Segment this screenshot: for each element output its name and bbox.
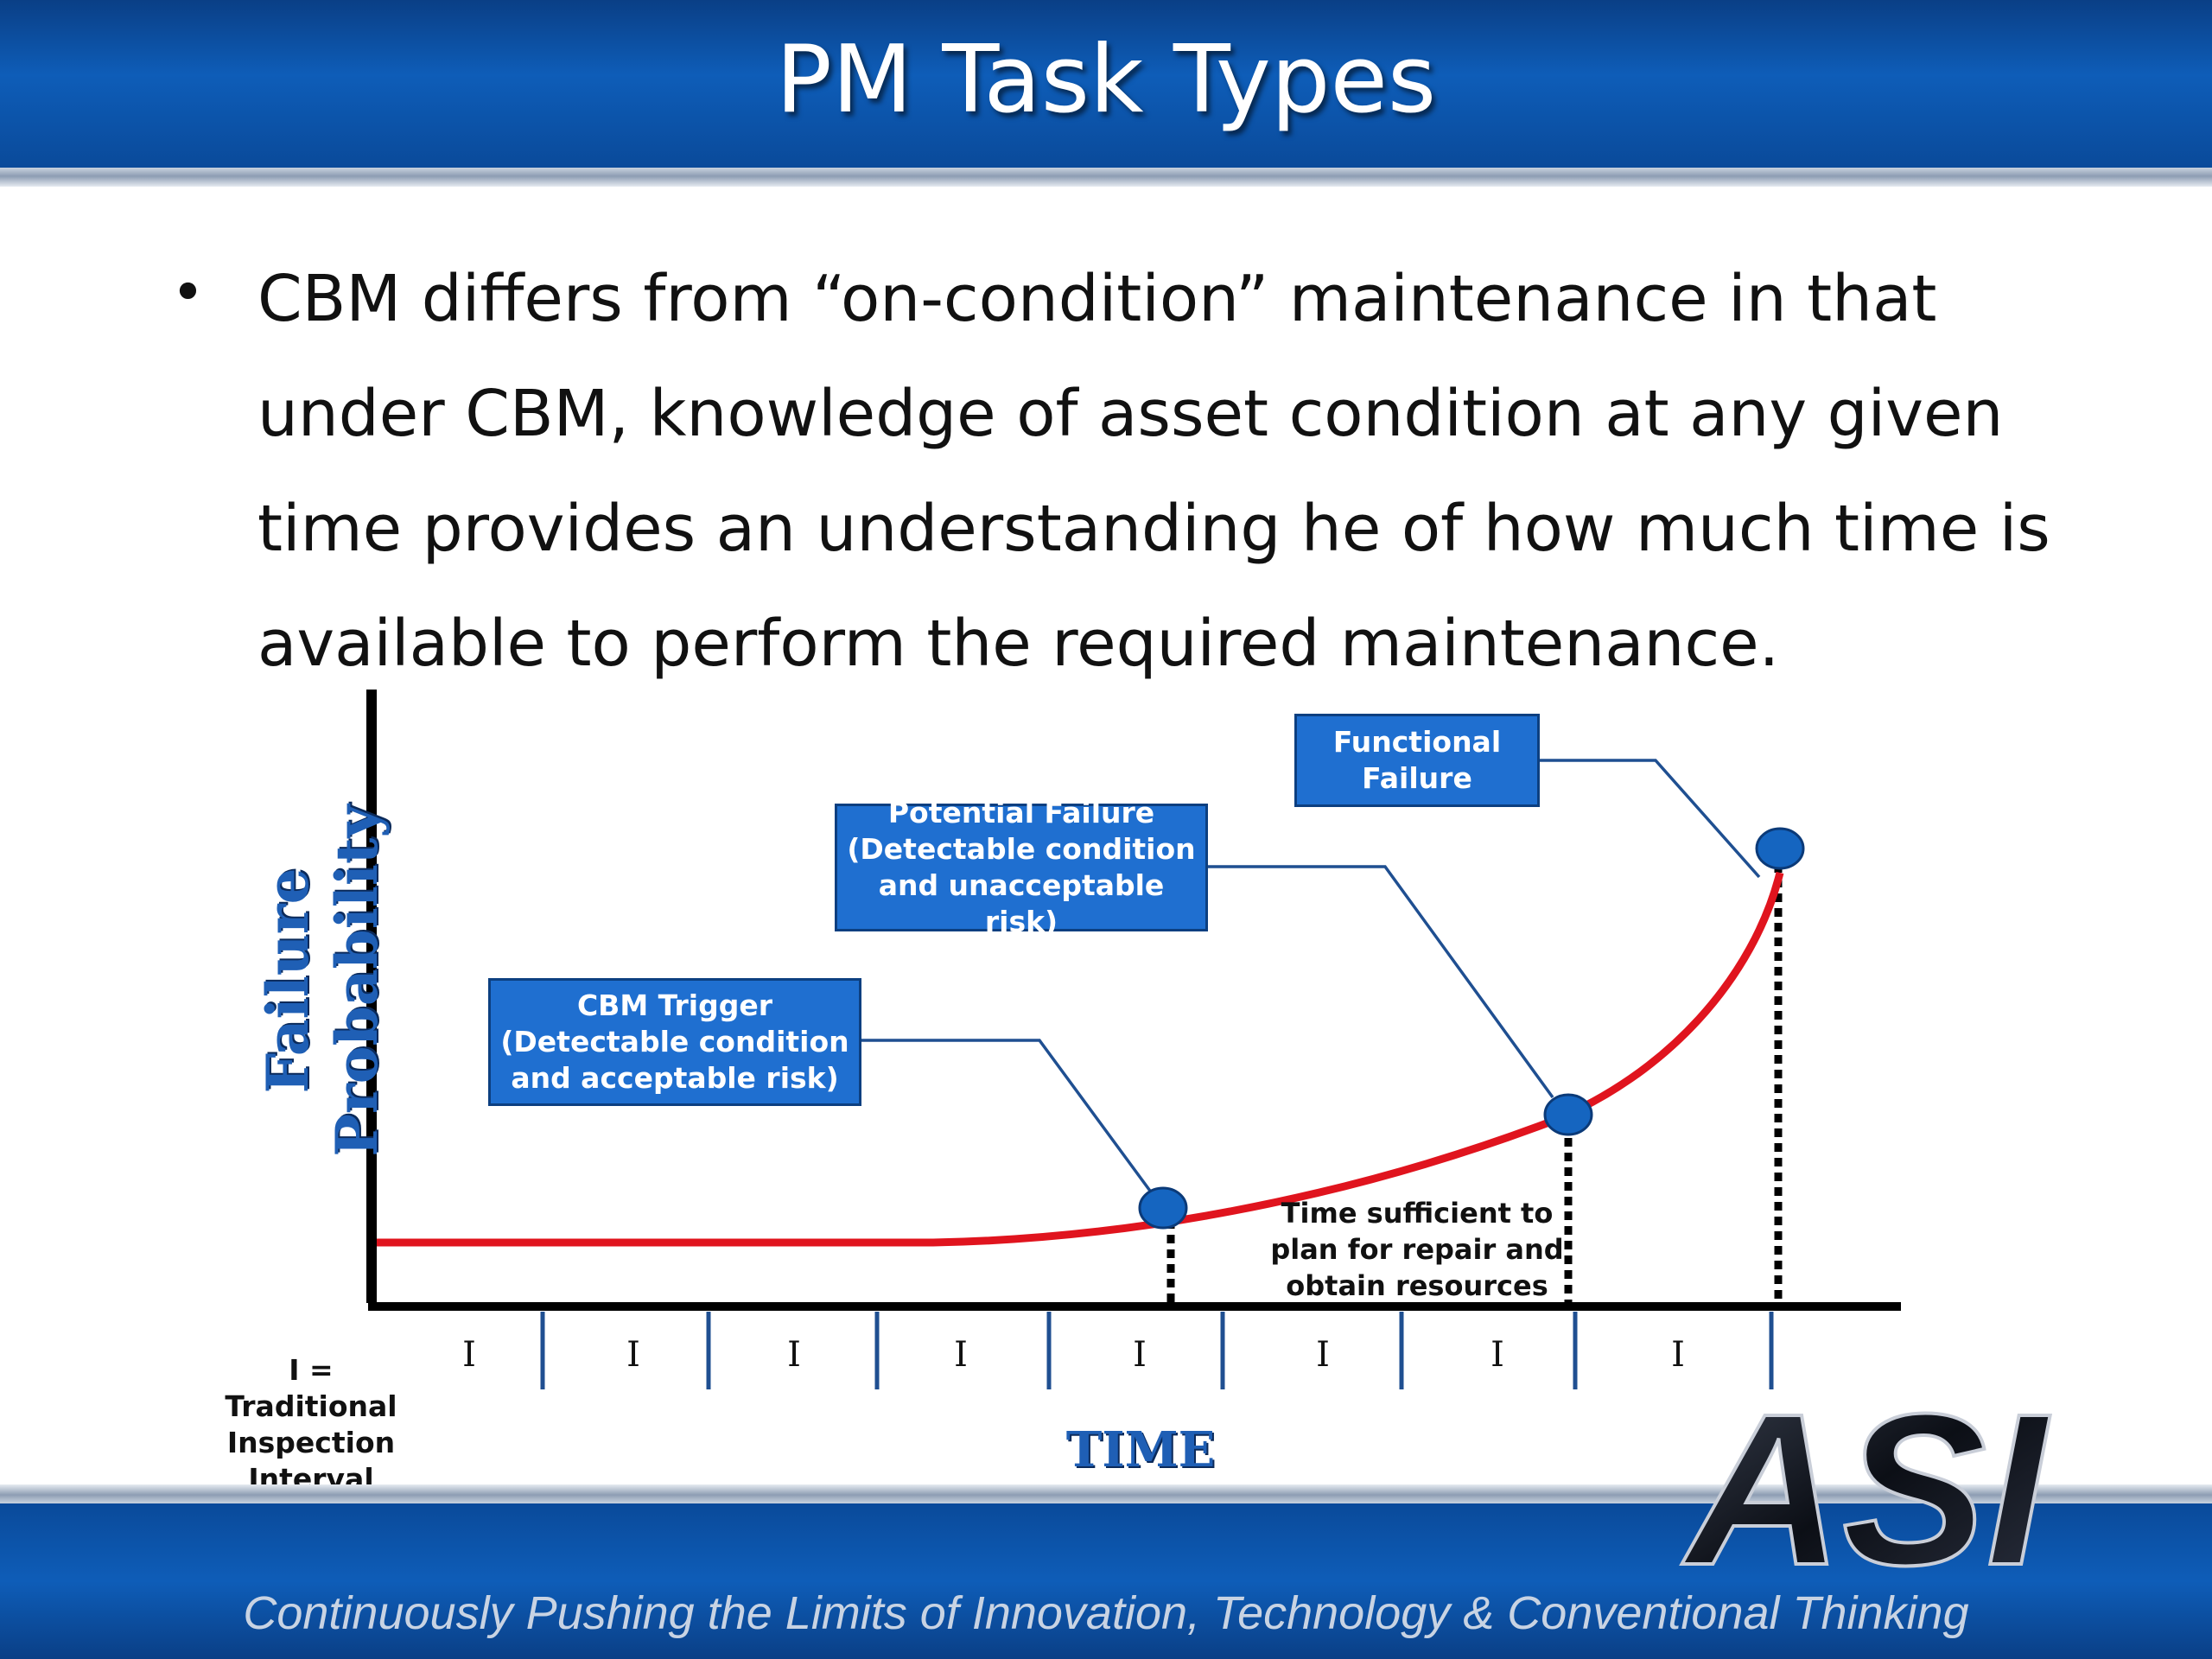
cbm-trigger-leader [860,1039,1156,1198]
x-axis-label: TIME [1065,1421,1216,1478]
slide-title: PM Task Types [775,26,1437,134]
asi-logo-text: ASI [1681,1387,2050,1594]
interval-mark: I [1133,1335,1147,1375]
header-divider [0,168,2212,187]
asi-logo: ASI [1680,1387,2052,1594]
time-sufficient-note: Time sufficient to plan for repair and o… [1270,1197,1564,1302]
header-bar [0,0,2212,168]
y-axis-label: Failure Probability [254,804,391,1157]
interval-legend: I = Traditional Inspection Interval [225,1353,397,1496]
interval-mark: I [787,1335,801,1375]
footer-divider [0,1484,2212,1503]
functional-failure-callout: Functional Failure [1294,714,1540,807]
interval-mark: I [462,1335,476,1375]
footer-bar [0,1503,2212,1659]
interval-mark: I [954,1335,968,1375]
functional-failure-leader [1538,759,1761,879]
bullet-marker: • [171,259,205,326]
interval-mark: I [1316,1335,1330,1375]
interval-mark: I [626,1335,640,1375]
interval-mark: I [1491,1335,1504,1375]
failure-curve [377,871,1784,1247]
potential-failure-leader [1205,865,1554,1099]
cbm-trigger-callout: CBM Trigger (Detectable condition and ac… [488,978,861,1106]
footer-tagline: Continuously Pushing the Limits of Innov… [243,1587,1969,1639]
interval-mark: I [1671,1335,1685,1375]
cbm-trigger-point [1138,1186,1188,1230]
bullet-text: CBM differs from “on-condition” maintena… [257,262,2050,681]
potential-failure-callout: Potential Failure (Detectable condition … [835,796,1208,938]
potential-failure-point [1543,1093,1593,1136]
interval-ticks [540,1312,1774,1389]
functional-failure-point [1755,827,1805,870]
